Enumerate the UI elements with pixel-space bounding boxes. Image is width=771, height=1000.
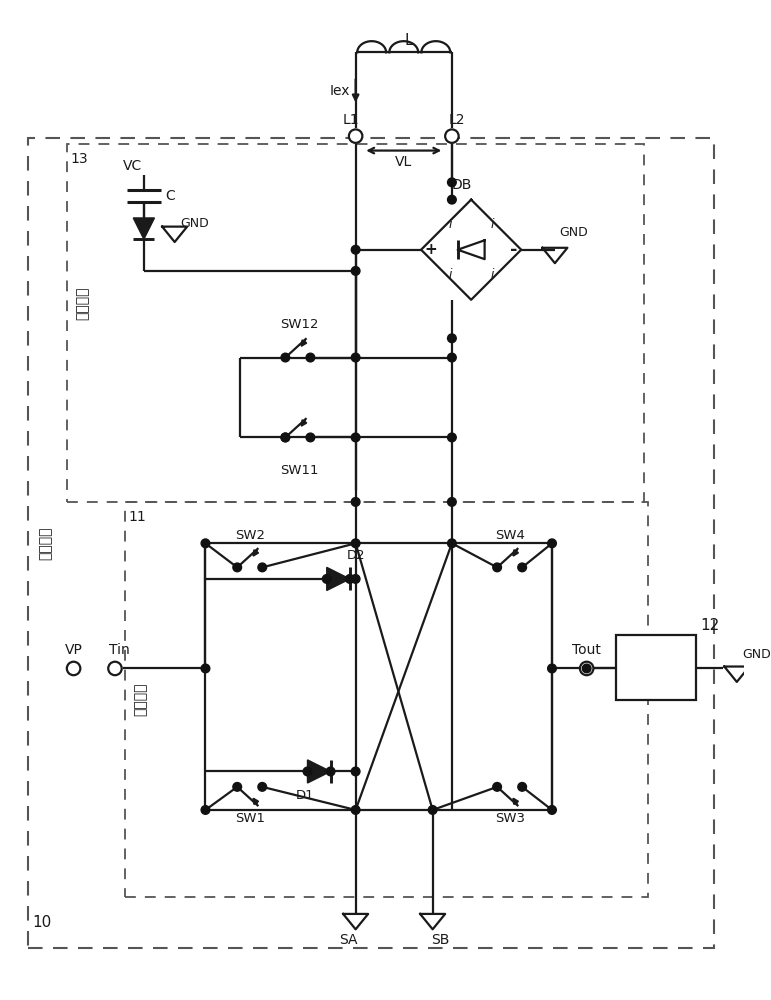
Polygon shape	[308, 760, 331, 783]
Circle shape	[322, 575, 331, 583]
Text: 12: 12	[700, 618, 719, 633]
Circle shape	[258, 783, 267, 791]
Circle shape	[303, 767, 311, 776]
Bar	[29, 138, 714, 948]
Circle shape	[447, 195, 456, 204]
Bar	[67, 144, 645, 502]
Text: DB: DB	[451, 178, 472, 192]
Circle shape	[349, 129, 362, 143]
Circle shape	[201, 539, 210, 548]
Text: SW2: SW2	[234, 529, 264, 542]
Circle shape	[281, 433, 290, 442]
Text: 充放电路: 充放电路	[76, 287, 89, 320]
Text: Iex: Iex	[329, 84, 350, 98]
Text: VL: VL	[395, 155, 412, 169]
Circle shape	[493, 783, 501, 791]
Circle shape	[352, 767, 360, 776]
Circle shape	[447, 353, 456, 362]
Text: SB: SB	[431, 933, 449, 947]
Circle shape	[352, 539, 360, 548]
Text: i: i	[490, 268, 494, 281]
Text: VP: VP	[65, 643, 82, 657]
Circle shape	[281, 353, 290, 362]
Circle shape	[547, 664, 557, 673]
Circle shape	[447, 539, 456, 548]
Polygon shape	[133, 218, 154, 239]
Circle shape	[493, 563, 501, 572]
Circle shape	[281, 433, 290, 442]
Text: L: L	[404, 33, 412, 48]
Text: i: i	[448, 268, 452, 281]
Circle shape	[447, 433, 456, 442]
Circle shape	[352, 575, 360, 583]
Circle shape	[108, 662, 122, 675]
Circle shape	[518, 783, 527, 791]
Text: GND: GND	[180, 217, 209, 230]
Circle shape	[445, 129, 459, 143]
Text: +: +	[424, 242, 437, 257]
Text: D1: D1	[295, 789, 314, 802]
Circle shape	[352, 353, 360, 362]
Circle shape	[447, 498, 456, 506]
Text: 13: 13	[71, 152, 89, 166]
Text: C: C	[165, 189, 175, 203]
Circle shape	[326, 767, 335, 776]
Text: L2: L2	[449, 113, 465, 127]
Text: SW1: SW1	[234, 812, 264, 825]
Circle shape	[233, 783, 241, 791]
Text: 11: 11	[129, 510, 146, 524]
Circle shape	[67, 662, 80, 675]
Text: GND: GND	[560, 226, 588, 239]
Text: L1: L1	[342, 113, 359, 127]
Text: D2: D2	[346, 549, 365, 562]
Circle shape	[582, 664, 591, 673]
Text: i: i	[448, 218, 452, 231]
Text: 恒流电路: 恒流电路	[640, 661, 672, 674]
Circle shape	[352, 245, 360, 254]
Circle shape	[547, 539, 557, 548]
Text: 10: 10	[32, 915, 52, 930]
Circle shape	[547, 806, 557, 814]
Circle shape	[306, 353, 315, 362]
Circle shape	[447, 334, 456, 343]
Text: SW3: SW3	[495, 812, 524, 825]
Polygon shape	[327, 567, 350, 590]
Text: GND: GND	[742, 648, 771, 661]
Circle shape	[201, 806, 210, 814]
Circle shape	[352, 267, 360, 275]
Circle shape	[201, 664, 210, 673]
Text: 励磁电路: 励磁电路	[39, 526, 52, 560]
Circle shape	[429, 806, 437, 814]
Text: Tout: Tout	[572, 643, 601, 657]
Circle shape	[580, 662, 594, 675]
Bar	[615, 635, 696, 700]
Circle shape	[352, 498, 360, 506]
Text: SW11: SW11	[281, 464, 319, 477]
Text: SW12: SW12	[281, 318, 319, 331]
Bar	[125, 502, 648, 897]
Circle shape	[518, 563, 527, 572]
Circle shape	[233, 563, 241, 572]
Text: -: -	[510, 241, 517, 259]
Circle shape	[345, 575, 354, 583]
Circle shape	[352, 806, 360, 814]
Circle shape	[352, 433, 360, 442]
Circle shape	[447, 178, 456, 187]
Text: SA: SA	[338, 933, 357, 947]
Text: SW4: SW4	[495, 529, 524, 542]
Text: i: i	[490, 218, 494, 231]
Circle shape	[258, 563, 267, 572]
Text: Tin: Tin	[109, 643, 130, 657]
Text: VC: VC	[123, 159, 142, 173]
Text: 切换电路: 切换电路	[133, 683, 147, 716]
Circle shape	[306, 433, 315, 442]
